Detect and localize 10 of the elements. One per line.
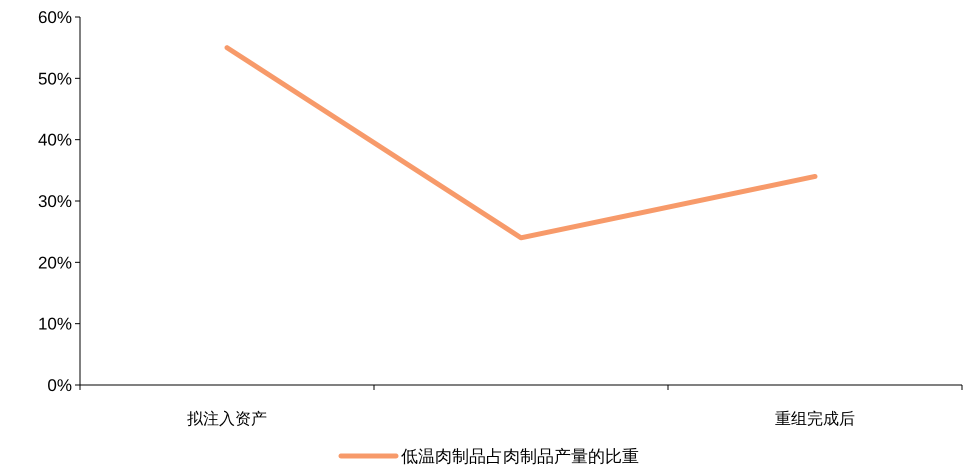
y-tick-label: 40% [38,130,72,150]
legend-label: 低温肉制品占肉制品产量的比重 [401,447,639,466]
y-tick-label: 50% [38,69,72,88]
y-tick-label: 20% [38,253,72,272]
y-tick-label: 10% [38,314,72,334]
y-tick-label: 0% [47,376,72,395]
y-tick-label: 60% [38,8,72,27]
x-tick-label: 拟注入资产 [187,410,267,428]
x-tick-label: 重组完成后 [775,410,855,428]
y-tick-label: 30% [38,192,72,211]
